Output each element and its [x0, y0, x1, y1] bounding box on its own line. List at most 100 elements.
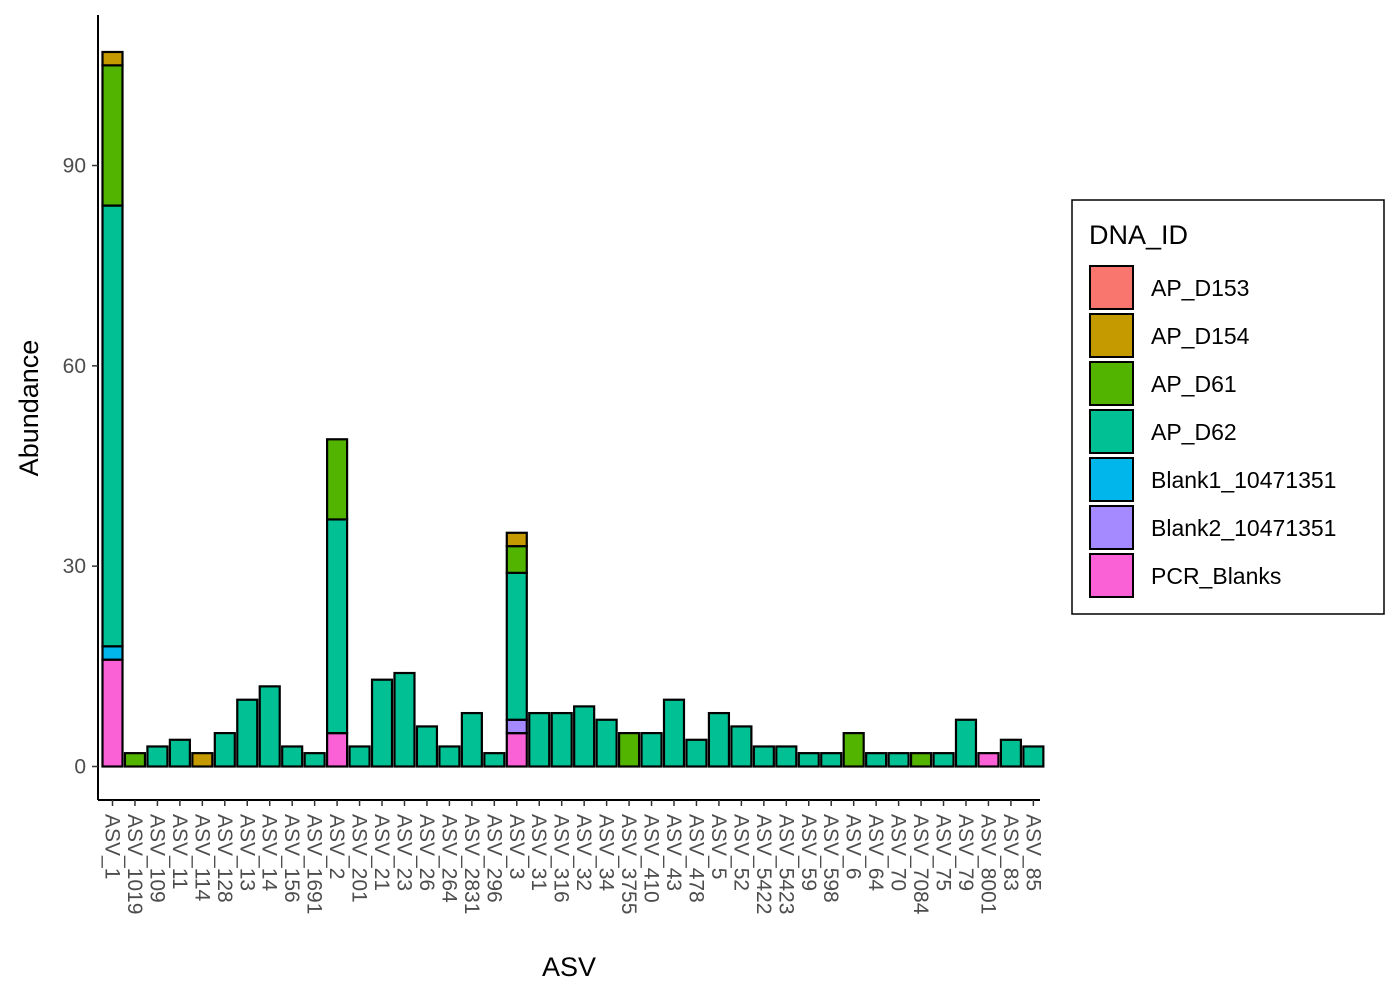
legend-label-AP_D153: AP_D153: [1151, 275, 1249, 301]
bar-ASV_3-AP_D154: [505, 531, 528, 548]
legend-items: AP_D153 AP_D154 AP_D61 AP_D62 Blank1_1047135…: [1089, 265, 1336, 598]
x-tick-label-ASV_156: ASV_156: [280, 814, 303, 903]
bar-ASV_128-AP_D62: [213, 732, 236, 768]
bar-ASV_3-PCR_Blanks: [505, 732, 528, 768]
bar-ASV_2831-AP_D62: [460, 711, 483, 768]
x-tick-label-ASV_83: ASV_83: [999, 814, 1022, 891]
bar-ASV_5-AP_D62: [707, 711, 731, 768]
bar-ASV_296-AP_D62: [483, 752, 506, 768]
legend: DNA_ID AP_D153 AP_D154 AP_D61 AP_D62 Blank1_…: [1071, 199, 1385, 615]
bar-ASV_3-AP_D62: [505, 571, 528, 721]
legend-title: DNA_ID: [1089, 220, 1188, 250]
bar-ASV_23-AP_D62: [393, 671, 416, 768]
bar-ASV_21-AP_D62: [370, 678, 394, 768]
bar-ASV_85-AP_D62: [1022, 745, 1045, 768]
x-tick-label-ASV_128: ASV_128: [213, 814, 236, 903]
x-tick-label-ASV_3755: ASV_3755: [617, 814, 640, 914]
x-tick-label-ASV_75: ASV_75: [932, 814, 955, 891]
x-tick-label-ASV_64: ASV_64: [864, 814, 887, 891]
x-tick-label-ASV_52: ASV_52: [729, 814, 752, 891]
bar-ASV_1-AP_D62: [101, 204, 124, 648]
bar-ASV_3-Blank2_10471351: [505, 718, 528, 735]
x-tick-label-ASV_1019: ASV_1019: [123, 814, 146, 914]
bar-ASV_75-AP_D62: [932, 752, 955, 768]
bar-ASV_32-AP_D62: [573, 705, 596, 768]
legend-key-AP_D62: [1089, 409, 1134, 454]
x-tick-label-ASV_59: ASV_59: [797, 814, 820, 891]
bar-ASV_52-AP_D62: [730, 725, 753, 768]
x-tick-label-ASV_13: ASV_13: [235, 814, 258, 891]
x-tick-label-ASV_5423: ASV_5423: [774, 814, 797, 914]
bar-ASV_13-AP_D62: [236, 698, 259, 768]
bar-ASV_316-AP_D62: [550, 711, 573, 768]
bar-ASV_1-AP_D61: [101, 64, 124, 207]
legend-label-AP_D154: AP_D154: [1151, 323, 1250, 349]
x-tick-label-ASV_478: ASV_478: [684, 814, 707, 903]
x-tick-label-ASV_3: ASV_3: [505, 814, 528, 879]
x-tick-label-ASV_85: ASV_85: [1021, 814, 1044, 891]
y-tick-label-30: 30: [63, 555, 86, 578]
x-tick-label-ASV_8001: ASV_8001: [976, 814, 999, 914]
bar-ASV_109-AP_D62: [146, 745, 169, 768]
x-tick-label-ASV_79: ASV_79: [954, 814, 977, 891]
bar-ASV_1-PCR_Blanks: [101, 658, 124, 768]
bar-ASV_64-AP_D62: [865, 752, 888, 768]
y-tick-label-90: 90: [63, 155, 86, 178]
bar-ASV_5422-AP_D62: [752, 745, 775, 768]
x-tick-label-ASV_114: ASV_114: [190, 814, 213, 901]
bar-ASV_70-AP_D62: [887, 752, 910, 768]
bar-ASV_11-AP_D62: [168, 738, 191, 768]
bars-layer: [101, 50, 1045, 768]
bar-ASV_5423-AP_D62: [775, 745, 798, 768]
x-tick-label-ASV_5: ASV_5: [707, 814, 730, 879]
x-tick-label-ASV_2831: ASV_2831: [460, 814, 483, 914]
legend-label-PCR_Blanks: PCR_Blanks: [1151, 563, 1281, 589]
x-tick-label-ASV_43: ASV_43: [662, 814, 685, 891]
x-tick-label-ASV_1691: ASV_1691: [303, 814, 326, 914]
bar-ASV_3-AP_D61: [505, 545, 528, 574]
x-tick-label-ASV_316: ASV_316: [550, 814, 573, 903]
bar-ASV_2-PCR_Blanks: [326, 732, 349, 768]
bar-ASV_598-AP_D62: [820, 752, 843, 768]
bar-ASV_2-AP_D62: [326, 518, 349, 735]
bar-ASV_26-AP_D62: [415, 725, 439, 768]
bar-ASV_3755-AP_D61: [617, 732, 641, 768]
bar-ASV_14-AP_D62: [258, 685, 281, 768]
x-tick-label-ASV_70: ASV_70: [887, 814, 910, 891]
x-tick-label-ASV_1: ASV_1: [101, 814, 124, 879]
x-tick-label-ASV_34: ASV_34: [595, 814, 618, 891]
legend-key-PCR_Blanks: [1089, 553, 1134, 598]
x-tick-label-ASV_5422: ASV_5422: [752, 814, 775, 914]
x-tick-label-ASV_7084: ASV_7084: [909, 814, 932, 915]
bar-ASV_114-AP_D154: [191, 752, 214, 768]
bar-ASV_201-AP_D62: [348, 745, 371, 768]
x-tick-label-ASV_14: ASV_14: [258, 814, 281, 891]
x-tick-label-ASV_11: ASV_11: [168, 814, 191, 890]
bar-ASV_83-AP_D62: [999, 738, 1023, 768]
bar-ASV_2-AP_D61: [326, 438, 349, 521]
x-tick-label-ASV_32: ASV_32: [572, 814, 595, 891]
bar-ASV_43-AP_D62: [662, 698, 686, 768]
bar-ASV_34-AP_D62: [595, 718, 618, 768]
y-tick-label-0: 0: [74, 756, 86, 779]
bar-ASV_1691-AP_D62: [303, 752, 326, 768]
legend-label-AP_D61: AP_D61: [1151, 371, 1237, 397]
x-tick-label-ASV_6: ASV_6: [842, 814, 865, 879]
bar-ASV_410-AP_D62: [640, 732, 663, 768]
bar-ASV_1019-AP_D61: [123, 752, 147, 768]
bar-ASV_1-AP_D154: [101, 50, 124, 67]
axes-layer: 0 30 60 90 ASV_1 ASV_1019 ASV_109 ASV_11 ASV_114…: [63, 15, 1044, 915]
bar-ASV_7084-AP_D61: [909, 752, 933, 768]
bar-ASV_59-AP_D62: [797, 752, 820, 768]
x-tick-label-ASV_598: ASV_598: [819, 814, 842, 903]
bar-ASV_31-AP_D62: [528, 711, 551, 768]
x-tick-label-ASV_2: ASV_2: [325, 814, 348, 879]
bar-ASV_79-AP_D62: [954, 718, 978, 768]
bar-ASV_156-AP_D62: [281, 745, 304, 768]
legend-key-AP_D153: [1089, 265, 1134, 310]
legend-label-Blank1_10471351: Blank1_10471351: [1151, 467, 1336, 493]
legend-key-AP_D61: [1089, 361, 1134, 406]
bar-ASV_8001-PCR_Blanks: [977, 752, 1000, 768]
x-tick-label-ASV_21: ASV_21: [370, 814, 393, 891]
y-tick-label-60: 60: [63, 355, 86, 378]
